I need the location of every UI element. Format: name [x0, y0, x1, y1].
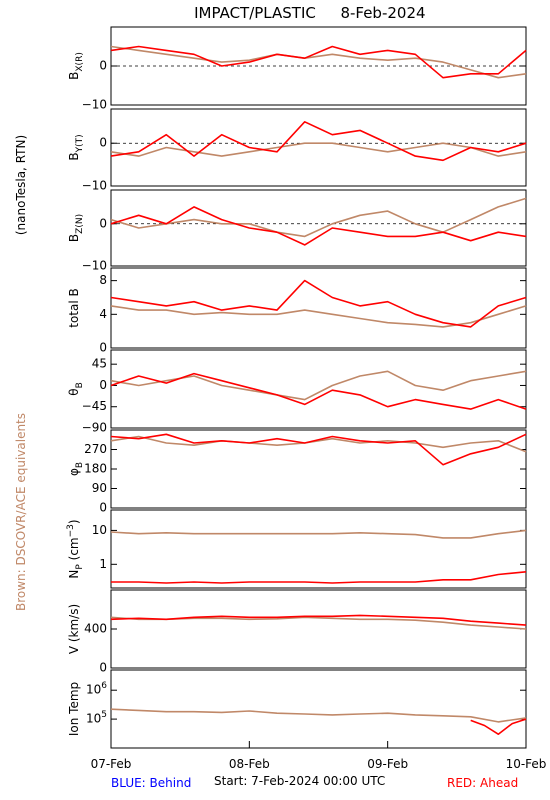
svg-text:V (km/s): V (km/s) [67, 604, 81, 654]
legend-behind: BLUE: Behind [111, 776, 191, 790]
y-tick-label: 270 [84, 442, 107, 456]
x-tick-label: 07-Feb [91, 757, 132, 771]
panel-ylabel: BZ(N) [67, 214, 85, 242]
panel-frame [110, 189, 527, 267]
y-tick-label: 45 [92, 357, 107, 371]
panel-frame [110, 509, 527, 589]
series-ahead-line [110, 45, 527, 79]
series-ahead-line [110, 206, 527, 246]
plot-date: 8-Feb-2024 [340, 4, 425, 22]
svg-text:total B: total B [67, 288, 81, 328]
y-tick-label: 0 [99, 661, 107, 675]
series-reference-line [110, 305, 527, 328]
series-reference-line [110, 197, 527, 238]
panel-frame [110, 669, 527, 749]
panel-frame [110, 429, 527, 509]
y-tick-label: 0 [99, 501, 107, 515]
series-ahead-line [110, 372, 527, 410]
panel-v: 400 0 V (km/s) [67, 589, 527, 675]
y-tick-label: 400 [84, 622, 107, 636]
panel-tion: 106 105 Ion Temp [67, 669, 527, 749]
panel-frame [110, 108, 527, 187]
series-ahead-line [111, 571, 527, 584]
svg-text:Ion Temp: Ion Temp [67, 682, 81, 736]
panel-ylabel: BX(R) [67, 52, 85, 80]
svg-text:BX(R): BX(R) [67, 52, 85, 80]
side-note: Brown: DSCOVR/ACE equivalents [14, 413, 28, 611]
series-ahead-line [110, 279, 527, 328]
x-tick-label: 08-Feb [229, 757, 270, 771]
y-tick-label: −90 [82, 421, 107, 435]
y-tick-label: 1 [99, 557, 107, 571]
series-ahead-line [110, 433, 527, 466]
svg-text:BY(T): BY(T) [67, 134, 85, 160]
y-tick-label: −10 [82, 259, 107, 273]
panel-ylabel: NP (cm−3) [66, 519, 85, 578]
x-tick-label: 09-Feb [367, 757, 408, 771]
panel-np: 10 1 NP (cm−3) [66, 509, 527, 589]
y-tick-label: 4 [99, 307, 107, 321]
panel-ylabel: BY(T) [67, 134, 85, 160]
series-reference-line [110, 529, 527, 539]
series-ahead-line [110, 121, 527, 162]
x-tick-label: 10-Feb [506, 757, 547, 771]
panel-ylabel: φB [67, 462, 85, 476]
y-tick-label: 10 [92, 523, 107, 537]
series-reference-line [110, 708, 527, 723]
start-label: Start: 7-Feb-2024 00:00 UTC [214, 774, 385, 788]
panel-bz: 0 −10 BZ(N) [67, 189, 527, 273]
panel-theta: 45 0 −45 −90 θB [67, 349, 527, 435]
y-tick-label: −10 [82, 98, 107, 112]
svg-text:BZ(N): BZ(N) [67, 214, 85, 242]
x-axis-ticks: 07-Feb 08-Feb 09-Feb 10-Feb [91, 741, 547, 771]
series-ahead-line [110, 614, 527, 626]
y-tick-label: 8 [99, 273, 107, 287]
svg-text:φB: φB [67, 462, 85, 476]
y-tick-label: −10 [82, 179, 107, 193]
y-tick-label: 0 [99, 216, 107, 230]
series-reference-line [110, 435, 527, 453]
panel-frame [110, 267, 527, 349]
panel-ylabel: total B [67, 288, 81, 328]
y-tick-label: 106 [86, 681, 107, 697]
series-reference-line [110, 45, 527, 79]
panels: 0 −10 BX(R) 0 −10 BY(T) 0 −10 BZ(N) 0 4 8 total B 45 0… [66, 26, 527, 749]
legend-ahead: RED: Ahead [447, 776, 518, 790]
series-reference-line [110, 142, 527, 157]
svg-text:NP (cm−3): NP (cm−3) [66, 519, 85, 578]
plot-title: IMPACT/PLASTIC [194, 4, 316, 22]
y-tick-label: 0 [99, 378, 107, 392]
panel-phi: 270 180 90 0 φB [67, 429, 527, 515]
panel-bx: 0 −10 BX(R) [67, 26, 527, 112]
shared-ylabel: (nanoTesla, RTN) [14, 135, 28, 235]
panel-ylabel: Ion Temp [67, 682, 81, 736]
y-tick-label: 0 [99, 59, 107, 73]
svg-text:θB: θB [67, 382, 85, 396]
panel-ylabel: θB [67, 382, 85, 396]
y-tick-label: 90 [92, 481, 107, 495]
panel-btot: 0 4 8 total B [67, 267, 527, 355]
series-ahead-line [470, 718, 527, 735]
panel-by: 0 −10 BY(T) [67, 108, 527, 193]
series-reference-line [110, 370, 527, 401]
y-tick-label: 0 [99, 341, 107, 355]
panel-frame [110, 349, 527, 429]
y-tick-label: 180 [84, 462, 107, 476]
y-tick-label: 105 [86, 710, 107, 726]
y-tick-label: 0 [99, 136, 107, 150]
panel-frame [110, 589, 527, 669]
y-tick-label: −45 [82, 399, 107, 413]
panel-ylabel: V (km/s) [67, 604, 81, 654]
